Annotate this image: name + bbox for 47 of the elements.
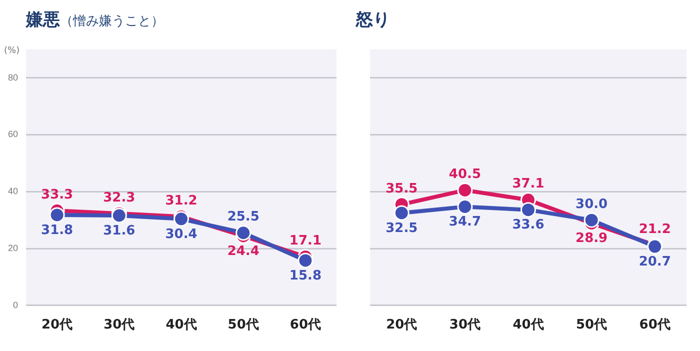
x-tick-label: 40代 <box>166 318 197 333</box>
y-tick-label: 20 <box>8 242 18 253</box>
data-label: 34.7 <box>448 214 481 230</box>
data-label: 28.9 <box>576 231 608 246</box>
data-label: 25.5 <box>227 210 260 225</box>
x-tick-label: 50代 <box>576 318 608 333</box>
data-label: 37.1 <box>512 176 544 192</box>
point <box>520 202 536 218</box>
data-label: 31.2 <box>165 194 198 209</box>
point <box>457 198 473 214</box>
data-label: 33.3 <box>41 188 74 203</box>
data-label: 32.3 <box>103 190 136 206</box>
x-tick-label: 50代 <box>228 318 259 333</box>
data-label: 31.8 <box>41 222 74 238</box>
point <box>236 225 252 241</box>
data-label: 15.8 <box>289 268 322 284</box>
y-tick-label: 0 <box>12 300 18 310</box>
data-label: 35.5 <box>386 181 418 196</box>
x-tick-label: 30代 <box>449 318 480 333</box>
y-tick-label: 80 <box>8 72 18 82</box>
x-tick-label: 30代 <box>104 318 135 333</box>
point <box>394 205 410 221</box>
chart-title: 嫌悪 <box>26 10 60 30</box>
data-label: 32.5 <box>386 220 418 236</box>
x-tick-label: 20代 <box>42 318 73 333</box>
data-label: 30.4 <box>165 226 198 242</box>
data-label: 21.2 <box>638 222 671 237</box>
data-label: 31.6 <box>103 223 136 238</box>
chart-title: 怒り <box>356 10 390 30</box>
y-tick-label: 60 <box>8 129 18 140</box>
x-tick-label: 20代 <box>386 318 418 333</box>
chart-subtitle: （憎み嫌うこと） <box>60 14 164 29</box>
point <box>584 212 600 228</box>
data-label: 24.4 <box>227 244 260 259</box>
y-tick-label: 40 <box>8 186 18 196</box>
data-label: 20.7 <box>638 254 671 270</box>
data-label: 40.5 <box>448 167 481 182</box>
point <box>298 252 314 268</box>
data-label: 17.1 <box>289 234 322 249</box>
point <box>457 182 473 198</box>
x-tick-label: 60代 <box>290 318 321 333</box>
data-label: 33.6 <box>512 218 544 233</box>
x-tick-label: 60代 <box>639 318 670 333</box>
data-label: 30.0 <box>576 196 608 212</box>
x-tick-label: 40代 <box>512 318 544 333</box>
point <box>49 207 65 223</box>
y-axis-title: (%) <box>4 46 20 56</box>
